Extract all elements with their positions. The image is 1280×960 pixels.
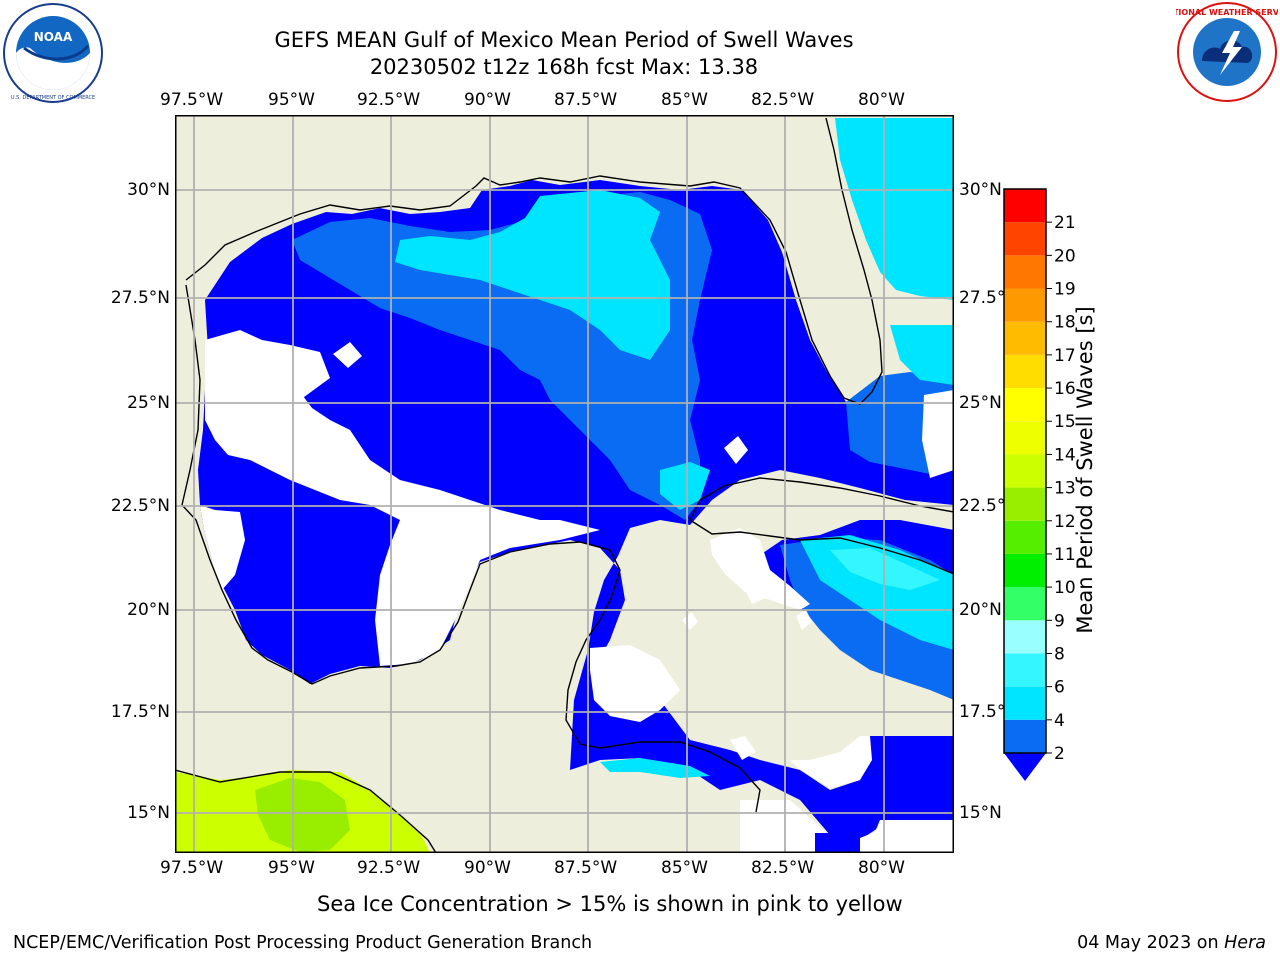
colorbar-box	[1004, 520, 1046, 554]
colorbar-tick-label: 12	[1054, 512, 1076, 532]
lon-label-top: 95°W	[268, 90, 315, 110]
swell-band-4-6-yucatan	[660, 462, 710, 510]
lat-label-left: 27.5°N	[110, 288, 170, 308]
lon-label-top: 85°W	[661, 90, 708, 110]
swell-band-6-8-caribbean	[830, 548, 940, 590]
colorbar-tick-label: 10	[1054, 578, 1076, 598]
colorbar-tick-label: 13	[1054, 479, 1076, 499]
coastline-central-america	[175, 769, 437, 853]
footer-date-text: 04 May 2023 on	[1077, 933, 1225, 953]
swell-band-4-6-caribbean	[800, 535, 954, 650]
colorbar-tick-label: 15	[1054, 412, 1076, 432]
colorbar-tick-label: 9	[1054, 611, 1065, 631]
lat-label-left: 15°N	[127, 803, 170, 823]
coastline-mexico	[181, 284, 761, 813]
lat-label-right: 20°N	[959, 600, 1002, 620]
lat-label-left: 25°N	[127, 393, 170, 413]
colorbar-tick-label: 11	[1054, 545, 1076, 565]
svg-text:U.S. DEPARTMENT OF COMMERCE: U.S. DEPARTMENT OF COMMERCE	[11, 95, 95, 101]
lon-label-bottom: 82.5°W	[751, 858, 815, 878]
swell-band-4-6-keys	[890, 325, 954, 385]
colorbar-box	[1004, 222, 1046, 256]
colorbar-tick-label: 8	[1054, 644, 1065, 664]
colorbar-tick-label: 19	[1054, 280, 1076, 300]
colorbar-box	[1004, 686, 1046, 720]
colorbar-boxes	[1004, 189, 1046, 753]
lat-label-right: 30°N	[959, 180, 1002, 200]
colorbar-box	[1004, 454, 1046, 488]
noaa-logo: NOAA U.S. DEPARTMENT OF COMMERCE	[3, 3, 103, 103]
colorbar-box	[1004, 354, 1046, 389]
coastline-cuba-south	[689, 519, 954, 575]
colorbar-label: Mean Period of Swell Waves [s]	[1073, 306, 1097, 634]
colorbar-box	[1004, 553, 1046, 588]
gulf-swell-field	[198, 180, 954, 840]
nws-logo: NATIONAL WEATHER SERVICE	[1176, 2, 1278, 102]
colorbar-extend-arrow	[1004, 753, 1046, 781]
footer-branch: NCEP/EMC/Verification Post Processing Pr…	[13, 933, 593, 953]
colorbar-tick-label: 18	[1054, 313, 1076, 333]
colorbar-box	[1004, 421, 1046, 455]
noaa-logo-text: NOAA	[34, 30, 73, 44]
colorbar-tick-label: 20	[1054, 246, 1076, 266]
lon-label-bottom: 80°W	[858, 858, 905, 878]
lon-label-top: 80°W	[858, 90, 905, 110]
lon-label-bottom: 92.5°W	[357, 858, 421, 878]
coastline-cuba	[689, 477, 954, 521]
colorbar-box	[1004, 288, 1046, 322]
colorbar-box	[1004, 255, 1046, 289]
lon-label-bottom: 90°W	[464, 858, 511, 878]
colorbar-tick-label: 16	[1054, 379, 1076, 399]
swell-high-period-core	[255, 778, 350, 852]
footer-date: 04 May 2023 on Hera	[1077, 932, 1266, 954]
colorbar-ticks: 2 4 6 8 9 10 11 12 13 14 15 16 17 18 19 20 21	[1046, 213, 1076, 764]
map-subtitle: 20230502 t12z 168h fcst Max: 13.38	[369, 55, 759, 79]
lon-label-top: 92.5°W	[357, 90, 421, 110]
lat-label-left: 22.5°N	[110, 496, 170, 516]
swell-band-4-6-florida	[835, 118, 954, 300]
lon-label-top: 90°W	[464, 90, 511, 110]
colorbar-box	[1004, 321, 1046, 355]
colorbar-tick-label: 4	[1054, 711, 1065, 731]
colorbar-tick-label: 6	[1054, 678, 1065, 698]
map-frame	[175, 115, 954, 853]
lon-label-top: 97.5°W	[160, 90, 224, 110]
lat-label-left: 30°N	[127, 180, 170, 200]
swell-patch-south	[815, 833, 860, 853]
colorbar-box	[1004, 620, 1046, 654]
colorbar-tick-label: 21	[1054, 213, 1076, 233]
footer-host: Hera	[1224, 933, 1266, 953]
lon-label-bottom: 85°W	[661, 858, 708, 878]
lon-label-top: 87.5°W	[554, 90, 618, 110]
swell-band-4-6-honduras	[600, 758, 710, 778]
colorbar-tick-label: 2	[1054, 744, 1065, 764]
colorbar-box	[1004, 388, 1046, 422]
colorbar-tick-label: 14	[1054, 445, 1076, 465]
map-title: GEFS MEAN Gulf of Mexico Mean Period of …	[274, 28, 854, 52]
lon-label-top: 82.5°W	[751, 90, 815, 110]
colorbar: 2 4 6 8 9 10 11 12 13 14 15 16 17 18 19 20 21	[1003, 188, 1076, 781]
lat-label-left: 17.5°N	[110, 702, 170, 722]
swell-band-4-6	[395, 190, 670, 360]
colorbar-frame	[1003, 188, 1047, 754]
colorbar-box	[1004, 653, 1046, 687]
lon-label-bottom: 95°W	[268, 858, 315, 878]
graticule	[175, 115, 954, 853]
colorbar-box	[1004, 719, 1046, 753]
colorbar-tick-label: 17	[1054, 346, 1076, 366]
sea-ice-note: Sea Ice Concentration > 15% is shown in …	[317, 892, 903, 916]
lat-label-right: 25°N	[959, 393, 1002, 413]
coastline-gulf	[185, 117, 883, 405]
lon-label-bottom: 87.5°W	[554, 858, 618, 878]
map-panel	[175, 115, 954, 853]
colorbar-box	[1004, 487, 1046, 521]
colorbar-box	[1004, 587, 1046, 621]
lat-label-right: 15°N	[959, 803, 1002, 823]
colorbar-box	[1004, 189, 1046, 223]
lat-label-left: 20°N	[127, 600, 170, 620]
lon-label-bottom: 97.5°W	[160, 858, 224, 878]
nws-logo-text: NATIONAL WEATHER SERVICE	[1176, 8, 1278, 17]
